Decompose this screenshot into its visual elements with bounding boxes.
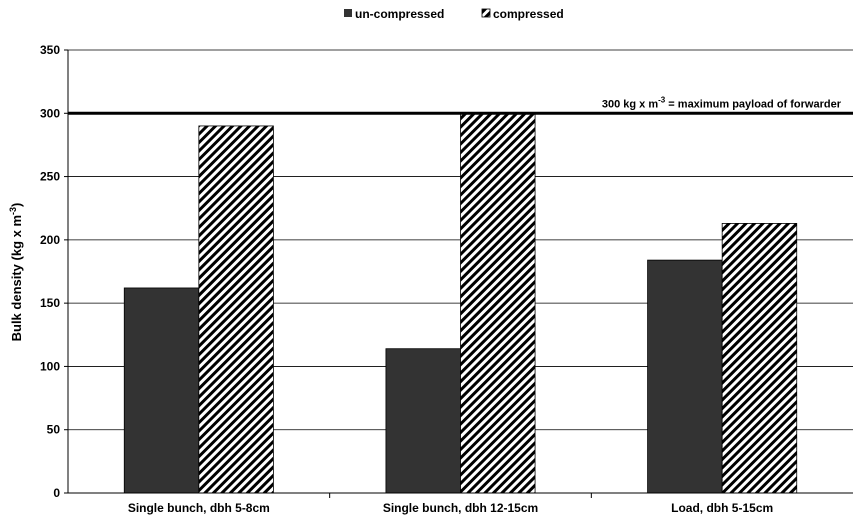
axes	[64, 49, 853, 498]
x-category-label: Load, dbh 5-15cm	[671, 501, 773, 515]
legend-label-compressed: compressed	[493, 7, 564, 21]
bar-uncompressed	[123, 287, 200, 494]
y-tick-label: 100	[40, 359, 60, 373]
max-payload-annotation: 300 kg x m-3 = maximum payload of forwar…	[602, 95, 842, 110]
legend-swatch-compressed	[481, 8, 491, 18]
legend: un-compressed compressed	[344, 7, 564, 21]
y-tick-label: 0	[53, 486, 60, 500]
x-category-label: Single bunch, dbh 5-8cm	[128, 501, 270, 515]
y-tick-labels: 0 50 100 150 200 250 300 350	[40, 43, 60, 500]
bar-uncompressed	[385, 348, 461, 494]
y-tick-label: 300	[40, 106, 60, 120]
legend-label-uncompressed: un-compressed	[355, 7, 444, 21]
x-category-labels: Single bunch, dbh 5-8cm Single bunch, dbh…	[128, 501, 773, 515]
x-category-label: Single bunch, dbh 12-15cm	[383, 501, 538, 515]
y-tick-label: 50	[47, 423, 61, 437]
y-tick-label: 350	[40, 43, 60, 57]
bar-compressed	[721, 223, 798, 494]
bar-uncompressed	[647, 259, 723, 494]
bars	[123, 112, 798, 494]
y-tick-label: 200	[40, 233, 60, 247]
bar-compressed	[198, 125, 274, 494]
y-tick-label: 150	[40, 296, 60, 310]
bar-compressed	[460, 112, 536, 494]
y-tick-label: 250	[40, 170, 60, 184]
y-axis-title: Bulk density (kg x m-3)	[8, 203, 24, 342]
legend-swatch-uncompressed	[344, 9, 352, 17]
